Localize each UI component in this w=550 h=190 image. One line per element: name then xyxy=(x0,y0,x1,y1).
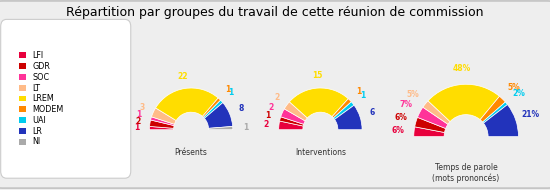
Wedge shape xyxy=(205,103,233,128)
Text: 2: 2 xyxy=(264,120,269,129)
Text: 5%: 5% xyxy=(507,83,520,92)
Text: 22: 22 xyxy=(178,72,188,81)
Text: 6%: 6% xyxy=(394,113,407,122)
Text: 8: 8 xyxy=(239,105,244,113)
Text: 5%: 5% xyxy=(406,89,420,99)
Wedge shape xyxy=(150,120,174,128)
Text: 21%: 21% xyxy=(521,110,540,119)
Wedge shape xyxy=(279,121,303,130)
Wedge shape xyxy=(483,105,519,137)
Wedge shape xyxy=(150,126,174,130)
Wedge shape xyxy=(332,99,351,118)
Wedge shape xyxy=(480,96,505,122)
Wedge shape xyxy=(284,102,307,121)
Text: 1: 1 xyxy=(266,111,271,120)
Text: 2: 2 xyxy=(135,117,140,126)
Legend: LFI, GDR, SOC, LT, LREM, MODEM, UAI, LR, NI: LFI, GDR, SOC, LT, LREM, MODEM, UAI, LR,… xyxy=(16,49,66,149)
Wedge shape xyxy=(428,84,499,122)
Wedge shape xyxy=(279,117,304,126)
Text: 7%: 7% xyxy=(399,100,412,109)
Text: 1: 1 xyxy=(360,91,365,100)
Wedge shape xyxy=(415,117,446,132)
Wedge shape xyxy=(208,126,233,130)
Wedge shape xyxy=(289,88,348,118)
Wedge shape xyxy=(280,109,305,124)
Text: 2%: 2% xyxy=(512,89,525,98)
Wedge shape xyxy=(482,102,508,123)
Text: 15: 15 xyxy=(312,71,323,80)
Text: 2: 2 xyxy=(268,103,273,112)
Wedge shape xyxy=(414,127,444,137)
Text: 6: 6 xyxy=(369,108,375,117)
Text: Interventions: Interventions xyxy=(295,148,346,157)
Wedge shape xyxy=(423,101,450,124)
Text: 1: 1 xyxy=(226,85,230,94)
Text: 2: 2 xyxy=(274,93,279,102)
Text: 3: 3 xyxy=(139,103,145,112)
Text: Temps de parole
(mots prononcés): Temps de parole (mots prononcés) xyxy=(432,163,500,183)
Wedge shape xyxy=(156,88,218,120)
Text: 1: 1 xyxy=(136,111,141,120)
Wedge shape xyxy=(151,108,176,124)
Wedge shape xyxy=(334,105,362,130)
Text: 1: 1 xyxy=(228,88,234,97)
Wedge shape xyxy=(202,98,221,117)
Text: 1: 1 xyxy=(134,123,140,132)
Wedge shape xyxy=(204,100,223,118)
Wedge shape xyxy=(333,102,354,119)
Text: Répartition par groupes du travail de cette réunion de commission: Répartition par groupes du travail de ce… xyxy=(66,6,484,19)
Text: 6%: 6% xyxy=(392,126,405,135)
Text: Présents: Présents xyxy=(175,148,207,157)
FancyBboxPatch shape xyxy=(1,19,131,178)
Text: 1: 1 xyxy=(243,123,248,132)
Wedge shape xyxy=(417,107,448,128)
Text: 1: 1 xyxy=(356,87,361,96)
Text: 48%: 48% xyxy=(453,64,471,73)
Wedge shape xyxy=(151,117,174,126)
